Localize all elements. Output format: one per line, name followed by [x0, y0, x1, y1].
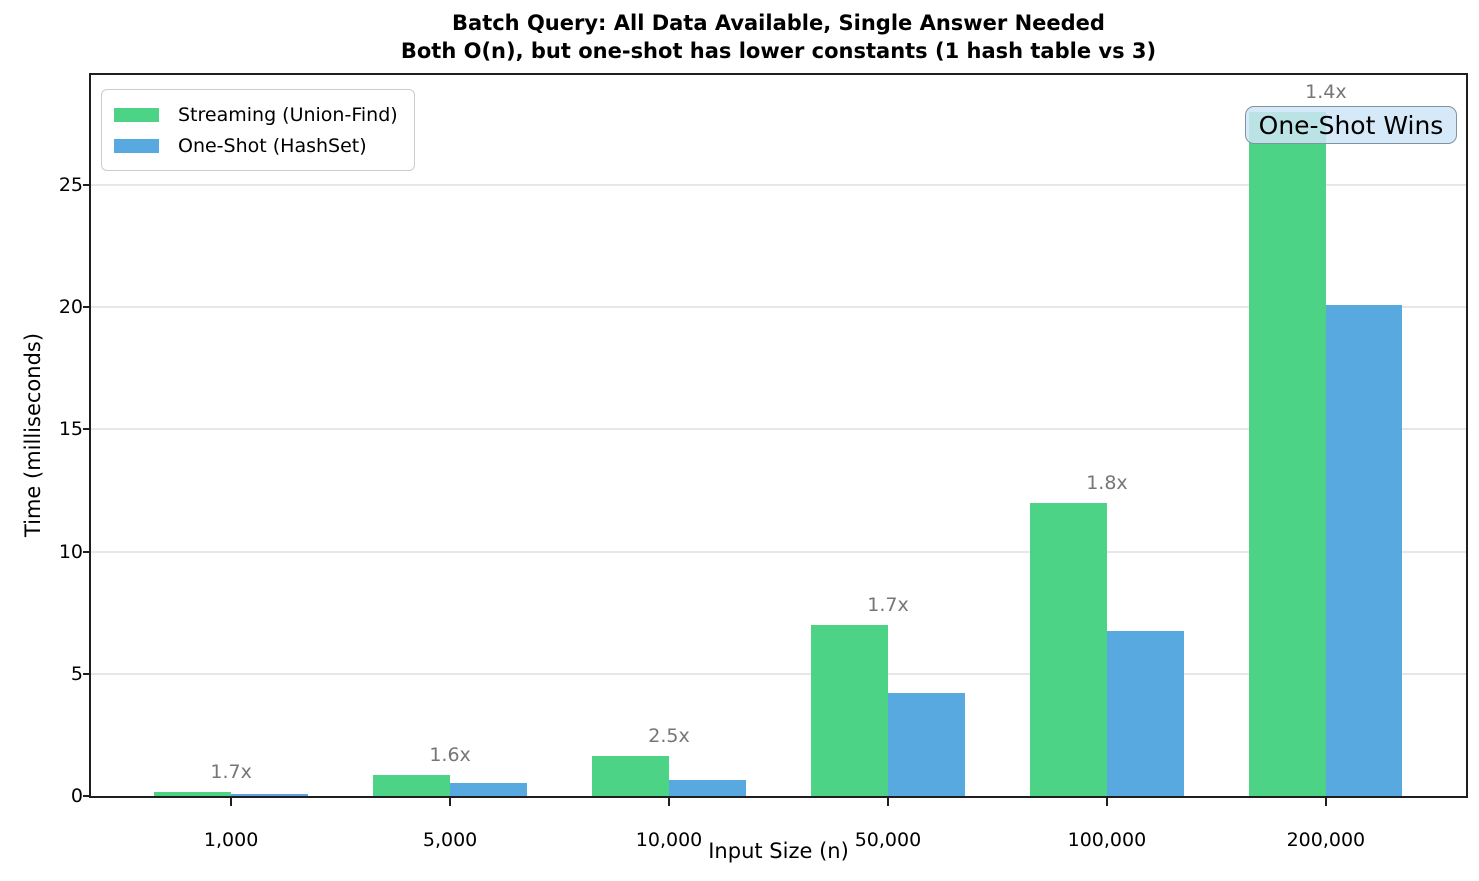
- y-tick-label: 15: [58, 418, 83, 441]
- bar-streaming-1,000: [154, 791, 232, 796]
- bar-oneshot-50,000: [887, 693, 965, 796]
- legend-label: Streaming (Union-Find): [178, 103, 398, 126]
- x-axis-label: Input Size (n): [708, 839, 849, 863]
- legend: Streaming (Union-Find) One-Shot (HashSet): [101, 89, 415, 171]
- y-axis-tick: [83, 795, 91, 797]
- y-tick-label: 20: [58, 296, 83, 319]
- y-axis-tick: [83, 183, 91, 186]
- x-tick-label: 1,000: [203, 829, 259, 851]
- x-tick-label: 10,000: [635, 829, 703, 851]
- bar-streaming-200,000: [1249, 111, 1326, 796]
- x-axis-tick: [449, 798, 452, 806]
- bar-streaming-50,000: [811, 624, 888, 796]
- bar-streaming-10,000: [592, 755, 670, 796]
- bar-oneshot-10,000: [669, 780, 746, 796]
- x-tick-label: 50,000: [854, 829, 922, 851]
- y-axis-tick: [83, 550, 91, 553]
- y-axis-tick: [83, 672, 91, 675]
- annotation-one-shot-wins: One-Shot Wins: [1245, 106, 1457, 144]
- bar-oneshot-100,000: [1106, 631, 1184, 796]
- speedup-label-1,000: 1.7x: [210, 760, 252, 783]
- x-tick-label: 100,000: [1067, 829, 1147, 851]
- legend-swatch-oneshot: [114, 138, 159, 153]
- plot-area: 1.7x 1.6x 2.5x 1.7x 1.8x 1.4x Streaming (Unio…: [89, 73, 1468, 798]
- bar-oneshot-5,000: [450, 783, 527, 796]
- y-axis-tick: [83, 428, 91, 431]
- bar-streaming-100,000: [1030, 502, 1107, 796]
- bar-oneshot-1,000: [231, 793, 308, 796]
- gridline-y-25: [91, 183, 1466, 186]
- y-tick-label: 0: [70, 785, 83, 807]
- y-tick-label: 25: [58, 173, 83, 196]
- x-tick-label: 5,000: [422, 829, 478, 851]
- speedup-label-5,000: 1.6x: [429, 744, 471, 767]
- gridline-y-20: [91, 306, 1466, 309]
- legend-label: One-Shot (HashSet): [178, 134, 367, 157]
- legend-item-streaming: Streaming (Union-Find): [114, 99, 398, 130]
- x-axis-tick: [1105, 798, 1108, 806]
- chart-title-line2: Both O(n), but one-shot has lower consta…: [400, 39, 1157, 63]
- legend-item-oneshot: One-Shot (HashSet): [114, 130, 398, 161]
- speedup-label-50,000: 1.7x: [867, 593, 909, 616]
- speedup-label-200,000: 1.4x: [1305, 80, 1347, 103]
- chart-title-line1: Batch Query: All Data Available, Single …: [452, 11, 1105, 35]
- chart-title: Batch Query: All Data Available, Single …: [89, 9, 1468, 65]
- gridline-y-15: [91, 428, 1466, 431]
- legend-swatch-streaming: [114, 107, 159, 122]
- x-axis-tick: [230, 798, 233, 806]
- speedup-label-100,000: 1.8x: [1086, 471, 1128, 494]
- y-tick-label: 5: [70, 662, 83, 685]
- speedup-label-10,000: 2.5x: [648, 724, 690, 747]
- x-axis-tick: [1324, 798, 1327, 806]
- gridline-y-10: [91, 550, 1466, 553]
- bar-streaming-5,000: [373, 775, 451, 796]
- gridline-y-5: [91, 672, 1466, 675]
- x-axis-tick: [886, 798, 889, 806]
- y-tick-label: 10: [58, 540, 83, 563]
- y-axis-tick: [83, 306, 91, 309]
- bar-oneshot-200,000: [1325, 304, 1403, 796]
- x-tick-label: 200,000: [1286, 829, 1366, 851]
- x-axis-tick: [668, 798, 671, 806]
